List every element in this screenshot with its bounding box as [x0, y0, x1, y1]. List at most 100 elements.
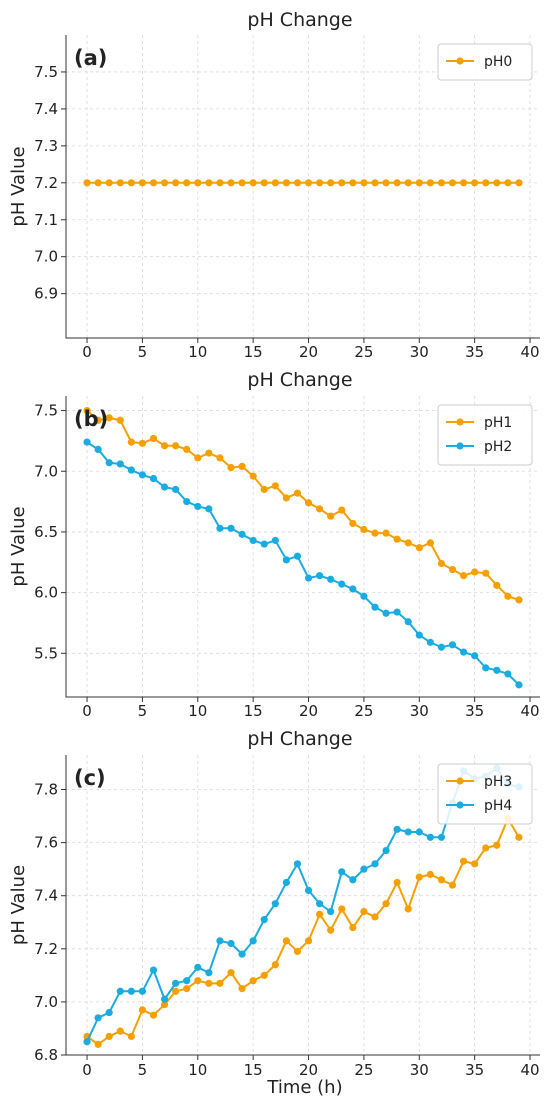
data-point-pH0: [227, 179, 235, 187]
data-point-pH1: [504, 592, 512, 600]
series-line-pH1: [86, 409, 520, 601]
data-point-pH0: [105, 179, 113, 187]
data-point-pH2: [205, 505, 213, 513]
x-tick-label: 35: [465, 343, 484, 361]
data-point-pH1: [360, 525, 368, 534]
x-tick-label: 10: [188, 343, 207, 361]
data-point-pH1: [515, 596, 523, 604]
data-point-pH2: [459, 648, 468, 656]
data-point-pH4: [205, 969, 213, 977]
data-point-pH0: [371, 179, 379, 187]
data-point-pH1: [238, 462, 246, 470]
data-point-pH4: [138, 987, 147, 995]
data-point-pH1: [482, 569, 490, 577]
y-tick-label: 7.4: [34, 887, 58, 905]
data-point-pH1: [260, 485, 268, 494]
data-point-pH3: [393, 878, 401, 887]
data-point-pH2: [448, 641, 457, 649]
data-point-pH2: [415, 631, 423, 639]
data-point-pH3: [437, 876, 446, 884]
data-point-pH3: [271, 961, 279, 969]
data-point-pH3: [183, 985, 191, 993]
data-point-pH3: [360, 908, 368, 916]
data-point-pH2: [94, 445, 102, 454]
y-tick-label: 6.5: [34, 523, 58, 541]
data-point-pH1: [393, 535, 401, 543]
y-tick-label: 7.0: [34, 462, 58, 480]
data-point-pH1: [404, 539, 412, 547]
data-point-pH3: [426, 870, 434, 879]
axis-spines: [65, 396, 540, 698]
data-point-pH1: [426, 539, 434, 547]
data-point-pH0: [415, 179, 423, 187]
data-point-pH3: [260, 971, 268, 979]
data-point-pH4: [338, 868, 346, 876]
legend: pH0: [437, 43, 533, 81]
data-point-pH3: [138, 1006, 147, 1014]
x-tick-label: 15: [244, 343, 263, 361]
data-point-pH1: [127, 438, 135, 446]
legend-label: pH0: [484, 54, 512, 70]
y-tick-label: 7.0: [34, 993, 58, 1011]
data-point-pH3: [382, 900, 390, 908]
legend-label: pH2: [484, 439, 512, 455]
legend-swatch-marker: [456, 57, 464, 65]
data-point-pH0: [448, 179, 457, 187]
data-point-pH0: [471, 179, 479, 187]
data-point-pH4: [371, 860, 379, 868]
data-point-pH2: [183, 497, 191, 506]
data-point-pH0: [216, 179, 224, 187]
data-point-pH3: [116, 1027, 124, 1035]
data-point-pH1: [271, 482, 279, 490]
data-point-pH2: [160, 483, 169, 491]
data-point-pH1: [293, 489, 302, 497]
data-point-pH4: [393, 825, 401, 833]
data-point-pH0: [437, 179, 446, 187]
data-point-pH1: [160, 442, 169, 450]
data-point-pH0: [238, 179, 246, 187]
data-point-pH1: [216, 454, 224, 462]
x-tick-label: 25: [354, 702, 373, 720]
axis-spines: [65, 35, 540, 339]
chart-title: pH Change: [247, 9, 352, 31]
data-point-pH2: [271, 536, 279, 545]
data-point-pH4: [249, 937, 257, 945]
series-line-pH3: [86, 816, 520, 1046]
data-point-pH3: [160, 1000, 169, 1009]
y-tick-label: 7.6: [34, 834, 58, 852]
data-point-pH0: [426, 179, 434, 187]
chart-panel-2: 0 5 10 15 20 25 30 35 40 5.5 6.0 6.5 7.0 7.5 pH Change…: [8, 369, 540, 720]
legend: pH3 pH4: [437, 763, 533, 825]
data-point-pH2: [116, 460, 124, 468]
data-point-pH4: [216, 937, 224, 945]
legend-frame: [437, 763, 533, 825]
data-point-pH0: [149, 179, 158, 187]
x-tick-label: 35: [465, 702, 484, 720]
y-tick-label: 7.2: [34, 174, 58, 192]
data-point-pH2: [316, 572, 324, 580]
data-point-pH2: [172, 485, 180, 494]
x-tick-label: 15: [244, 702, 263, 720]
y-tick-label: 7.8: [34, 781, 58, 799]
data-point-pH4: [360, 865, 368, 873]
data-point-pH4: [415, 828, 423, 836]
x-tick-label: 25: [354, 1061, 373, 1079]
data-point-pH1: [349, 519, 357, 528]
data-point-pH0: [482, 179, 490, 187]
data-point-pH2: [426, 638, 434, 646]
x-tick-label: 40: [520, 1061, 539, 1079]
data-point-pH2: [327, 575, 335, 583]
legend-label: pH3: [484, 774, 512, 790]
data-point-pH2: [504, 670, 512, 678]
x-tick-label: 0: [82, 702, 92, 720]
data-point-pH1: [249, 472, 257, 480]
data-point-pH4: [437, 833, 446, 841]
series-line-pH2: [86, 441, 520, 686]
y-tick-label: 7.1: [34, 211, 58, 229]
data-point-pH1: [304, 499, 313, 507]
data-point-pH3: [404, 905, 412, 913]
data-point-pH0: [138, 179, 147, 187]
x-axis-label: Time (h): [266, 1077, 342, 1098]
data-point-pH4: [194, 963, 202, 971]
data-point-pH1: [105, 414, 113, 422]
